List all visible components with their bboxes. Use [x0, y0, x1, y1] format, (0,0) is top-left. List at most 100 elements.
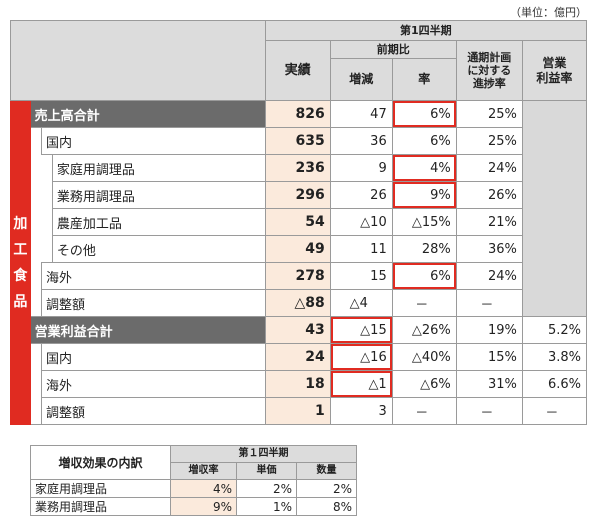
- breakdown-label: 家庭用調理品: [30, 479, 171, 498]
- row-label: 国内: [40, 127, 266, 155]
- breakdown-q1: 第１四半期: [170, 445, 357, 463]
- header-rate: 率: [391, 58, 457, 101]
- change-value: △16: [329, 343, 393, 371]
- rate-value: 6%: [391, 127, 457, 155]
- header-progress: 通期計画 に対する 進捗率: [455, 40, 523, 101]
- segment-label: 加工食品: [10, 100, 31, 425]
- row-label: 業務用調理品: [51, 181, 266, 209]
- progress-value: 24%: [455, 154, 523, 182]
- actual-value: 18: [264, 370, 331, 398]
- header-blank: [10, 20, 266, 101]
- rate-value: －: [391, 289, 457, 317]
- table-row: 営業利益合計 43 △15 △26% 19% 5.2%: [11, 316, 588, 344]
- progress-value: 21%: [455, 208, 523, 236]
- actual-value: 635: [264, 127, 331, 155]
- table-row: 業務用調理品 9% 1% 8%: [30, 497, 357, 516]
- indent: [30, 127, 42, 317]
- progress-value: 36%: [455, 235, 523, 263]
- breakdown-col-rate: 増収率: [170, 462, 237, 480]
- row-label: 調整額: [40, 289, 266, 317]
- margin-value: －: [521, 397, 588, 425]
- progress-value: －: [455, 289, 523, 317]
- actual-value: 296: [264, 181, 331, 209]
- rate-value: △15%: [391, 208, 457, 236]
- breakdown-title: 増収効果の内訳: [30, 445, 171, 480]
- margin-blank: [521, 100, 588, 317]
- change-value: 11: [329, 235, 393, 263]
- change-value: 9: [329, 154, 393, 182]
- table-row: 海外 18 △1 △6% 31% 6.6%: [11, 370, 588, 398]
- unit-label: （単位：億円）: [510, 6, 587, 19]
- table-row: 加工食品 売上高合計 826 47 6% 25%: [10, 100, 588, 425]
- rate-value: △40%: [391, 343, 457, 371]
- header-actual: 実績: [264, 40, 331, 101]
- change-value: △15: [329, 316, 393, 344]
- change-value: 3: [329, 397, 393, 425]
- row-label: 営業利益合計: [29, 316, 266, 344]
- breakdown-col-price: 単価: [236, 462, 297, 480]
- actual-value: △88: [264, 289, 331, 317]
- indent: [30, 343, 42, 425]
- rate-value: 9%: [391, 181, 457, 209]
- table-row: 調整額 1 3 － － －: [11, 397, 588, 425]
- breakdown-volume: 2%: [296, 479, 357, 498]
- change-value: 26: [329, 181, 393, 209]
- change-value: △10: [329, 208, 393, 236]
- table-row: 国内 635 36 6% 25%: [11, 127, 587, 317]
- row-label: 農産加工品: [51, 208, 266, 236]
- row-label: 海外: [40, 262, 266, 290]
- rate-value: △6%: [391, 370, 457, 398]
- table-row: 国内 24 △16 △40% 15% 3.8%: [11, 343, 588, 425]
- actual-value: 24: [264, 343, 331, 371]
- progress-value: 24%: [455, 262, 523, 290]
- margin-value: 3.8%: [521, 343, 588, 371]
- table-row: その他 49 11 28% 36%: [11, 235, 587, 263]
- change-value: 15: [329, 262, 393, 290]
- progress-value: 15%: [455, 343, 523, 371]
- table-row: 農産加工品 54 △10 △15% 21%: [11, 208, 587, 236]
- row-label: その他: [51, 235, 266, 263]
- breakdown-price: 2%: [236, 479, 297, 498]
- margin-value: 5.2%: [521, 316, 588, 344]
- actual-value: 236: [264, 154, 331, 182]
- row-label: 調整額: [40, 397, 266, 425]
- table-row: 家庭用調理品 236 9 4% 24%: [11, 154, 587, 263]
- change-value: 47: [329, 100, 393, 128]
- breakdown-col-volume: 数量: [296, 462, 357, 480]
- row-label: 海外: [40, 370, 266, 398]
- progress-value: 26%: [455, 181, 523, 209]
- progress-value: 19%: [455, 316, 523, 344]
- header-change: 増減: [329, 58, 393, 101]
- margin-value: 6.6%: [521, 370, 588, 398]
- actual-value: 54: [264, 208, 331, 236]
- rate-value: 4%: [391, 154, 457, 182]
- indent: [41, 154, 53, 263]
- rate-value: △26%: [391, 316, 457, 344]
- actual-value: 278: [264, 262, 331, 290]
- table-row: 家庭用調理品 4% 2% 2%: [30, 479, 357, 498]
- table-row: 海外 278 15 6% 24%: [11, 262, 587, 290]
- progress-value: 25%: [455, 127, 523, 155]
- breakdown-rate: 9%: [170, 497, 237, 516]
- rate-value: －: [391, 397, 457, 425]
- actual-value: 43: [264, 316, 331, 344]
- breakdown-rate: 4%: [170, 479, 237, 498]
- rate-value: 6%: [391, 262, 457, 290]
- actual-value: 1: [264, 397, 331, 425]
- rate-value: 6%: [391, 100, 457, 128]
- results-table: 第1四半期 実績 前期比 通期計画 に対する 進捗率 営業 利益率 増減 率 加工食品…: [10, 20, 588, 425]
- change-value: △4: [329, 289, 393, 317]
- change-value: △1: [329, 370, 393, 398]
- row-label: 国内: [40, 343, 266, 371]
- actual-value: 826: [264, 100, 331, 128]
- progress-value: －: [455, 397, 523, 425]
- table-row: 業務用調理品 296 26 9% 26%: [11, 181, 587, 209]
- breakdown-label: 業務用調理品: [30, 497, 171, 516]
- progress-value: 31%: [455, 370, 523, 398]
- change-value: 36: [329, 127, 393, 155]
- revenue-breakdown-table: 増収効果の内訳 第１四半期 増収率 単価 数量 家庭用調理品 4% 2% 2% …: [30, 445, 357, 516]
- progress-value: 25%: [455, 100, 523, 128]
- rate-value: 28%: [391, 235, 457, 263]
- row-label: 家庭用調理品: [51, 154, 266, 182]
- actual-value: 49: [264, 235, 331, 263]
